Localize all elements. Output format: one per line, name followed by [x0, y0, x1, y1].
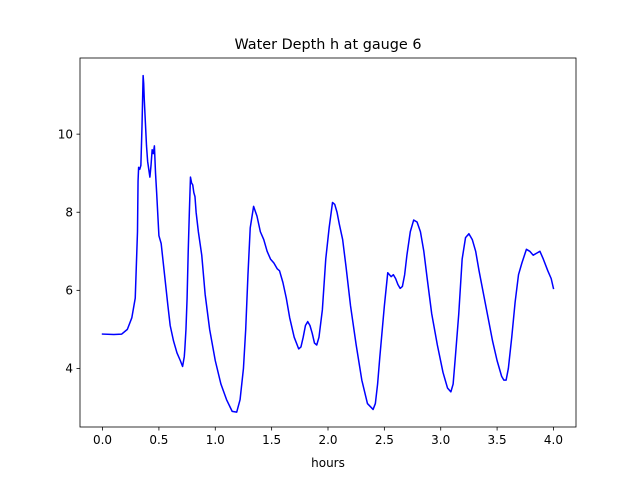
x-axis-ticks: 0.0 0.5 1.0 1.5 2.0 2.5 3.0 3.5 4.0	[93, 427, 563, 447]
x-tick-label: 3.0	[431, 433, 450, 447]
chart-title: Water Depth h at gauge 6	[234, 37, 421, 53]
x-tick-label: 1.0	[206, 433, 225, 447]
plot-frame	[79, 57, 577, 428]
x-tick-label: 2.5	[375, 433, 394, 447]
x-tick-label: 3.5	[488, 433, 507, 447]
y-axis-ticks: 4 6 8 10	[58, 127, 80, 376]
x-tick-label: 0.5	[149, 433, 168, 447]
y-tick-label: 4	[65, 362, 73, 376]
x-tick-label: 0.0	[93, 433, 112, 447]
y-tick-label: 8	[65, 206, 73, 220]
x-axis-label: hours	[311, 456, 345, 470]
x-tick-label: 4.0	[544, 433, 563, 447]
x-tick-label: 1.5	[262, 433, 281, 447]
series-line-water-depth	[101, 74, 555, 413]
y-tick-label: 10	[58, 127, 73, 141]
x-tick-label: 2.0	[318, 433, 337, 447]
y-tick-label: 6	[65, 284, 73, 298]
